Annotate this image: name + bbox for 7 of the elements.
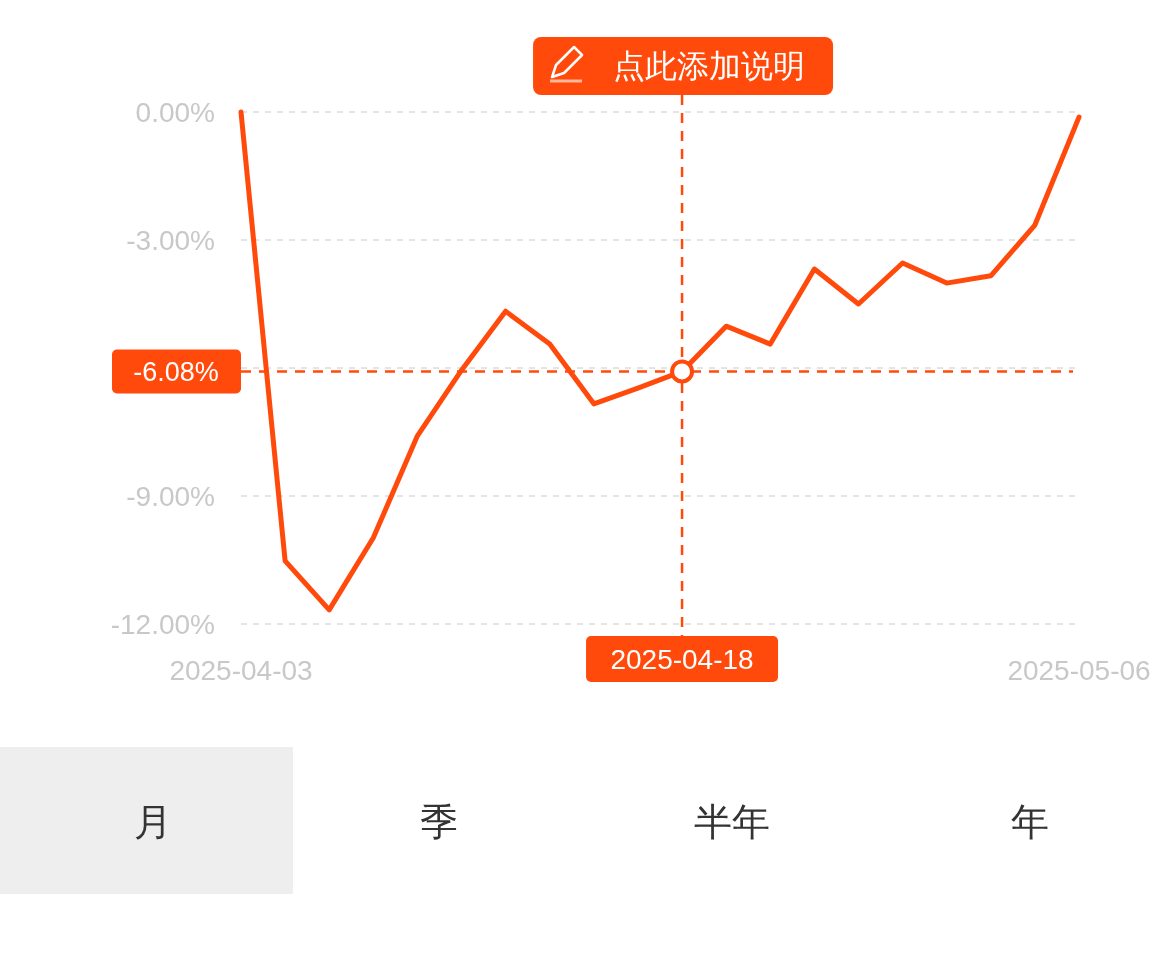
text: 点此添加说明	[613, 48, 806, 84]
text: 季	[419, 801, 458, 843]
text: 月	[134, 801, 173, 843]
x-tick-label: 2025-04-18	[610, 644, 754, 675]
ref-line-label: -6.08%	[133, 357, 219, 388]
text: 年	[1011, 801, 1049, 843]
text: 半年	[694, 801, 771, 843]
